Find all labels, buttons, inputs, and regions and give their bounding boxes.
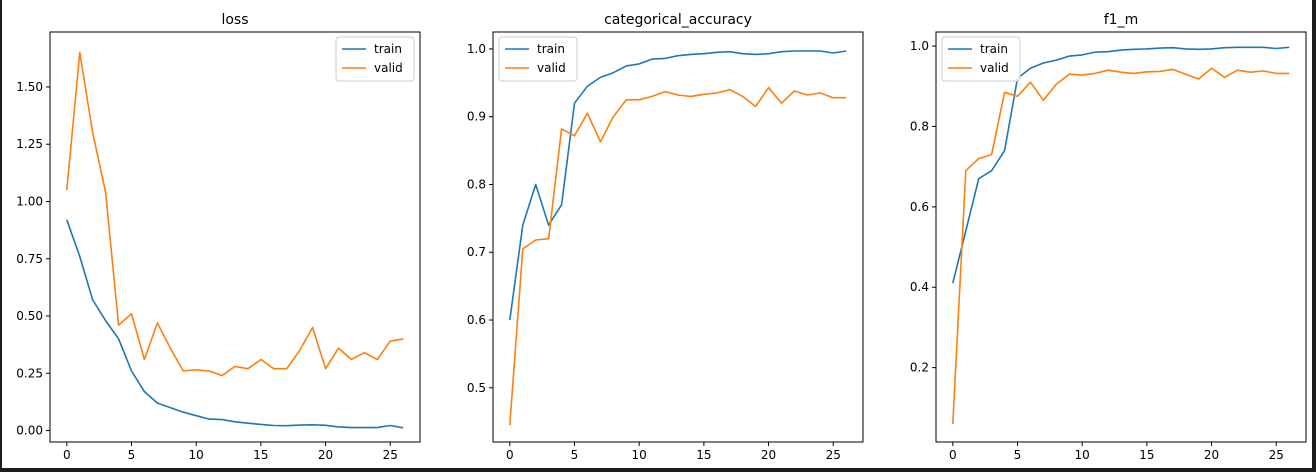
chart-panel-3: f1_m 0 5 10 15 20 25 0.2 0.4 0.6 0.8 1.0 train valid <box>910 12 1307 462</box>
chart-panel-2: categorical_accuracy 0 5 10 15 20 25 0.5 0.6 0.7 0… <box>467 12 864 462</box>
x-tick-label: 20 <box>1204 448 1219 462</box>
series-line-train <box>509 50 847 321</box>
x-tick-label: 5 <box>128 448 136 462</box>
chart-title: categorical_accuracy <box>604 12 752 28</box>
x-tick-label: 15 <box>253 448 268 462</box>
series-line-valid <box>509 86 847 426</box>
x-tick-label: 0 <box>949 448 957 462</box>
axes-frame <box>49 31 421 443</box>
legend-label-valid: valid <box>980 61 1009 75</box>
legend-label-valid: valid <box>374 61 403 75</box>
x-tick-label: 20 <box>761 448 776 462</box>
legend: train valid <box>941 36 1021 82</box>
legend-box <box>498 36 578 82</box>
legend-label-train: train <box>374 42 402 56</box>
y-tick-label: 0.8 <box>467 177 486 191</box>
y-tick-label: 0.4 <box>910 280 929 294</box>
x-tick-label: 5 <box>571 448 579 462</box>
y-tick-label: 0.75 <box>16 252 43 266</box>
legend-label-valid: valid <box>537 61 566 75</box>
axes-frame <box>492 31 864 443</box>
y-tick-label: 0.8 <box>910 119 929 133</box>
x-tick-label: 15 <box>696 448 711 462</box>
x-tick-label: 10 <box>189 448 204 462</box>
y-tick-label: 0.9 <box>467 110 486 124</box>
y-tick-label: 0.50 <box>16 309 43 323</box>
y-tick-label: 1.25 <box>16 137 43 151</box>
series-line-train <box>952 46 1290 284</box>
x-tick-label: 0 <box>63 448 71 462</box>
axes-frame <box>935 31 1307 443</box>
y-tick-label: 1.0 <box>910 39 929 53</box>
legend: train valid <box>498 36 578 82</box>
y-tick-label: 0.00 <box>16 424 43 438</box>
legend: train valid <box>335 36 415 82</box>
y-tick-label: 0.5 <box>467 381 486 395</box>
y-tick-label: 0.6 <box>467 313 486 327</box>
legend-label-train: train <box>537 42 565 56</box>
chart-title: f1_m <box>1104 12 1138 28</box>
x-tick-label: 0 <box>506 448 514 462</box>
x-tick-label: 25 <box>826 448 841 462</box>
y-tick-label: 0.25 <box>16 366 43 380</box>
y-tick-label: 1.00 <box>16 194 43 208</box>
series-line-valid <box>952 67 1290 424</box>
x-tick-label: 25 <box>1269 448 1284 462</box>
y-tick-label: 0.6 <box>910 200 929 214</box>
y-tick-label: 0.7 <box>467 245 486 259</box>
x-tick-label: 15 <box>1139 448 1154 462</box>
y-tick-label: 0.2 <box>910 361 929 375</box>
x-tick-label: 25 <box>383 448 398 462</box>
legend-label-train: train <box>980 42 1008 56</box>
series-line-train <box>66 219 404 429</box>
x-tick-label: 20 <box>318 448 333 462</box>
legend-box <box>941 36 1021 82</box>
x-tick-label: 10 <box>1075 448 1090 462</box>
y-tick-label: 1.0 <box>467 42 486 56</box>
x-tick-label: 5 <box>1014 448 1022 462</box>
series-line-valid <box>66 51 404 377</box>
legend-box <box>335 36 415 82</box>
chart-panel-1: loss 0 5 10 15 20 25 0.00 0.25 0.50 0.75 1.00 1.25 1.… <box>16 12 421 462</box>
chart-title: loss <box>221 12 248 28</box>
y-tick-label: 1.50 <box>16 80 43 94</box>
x-tick-label: 10 <box>632 448 647 462</box>
